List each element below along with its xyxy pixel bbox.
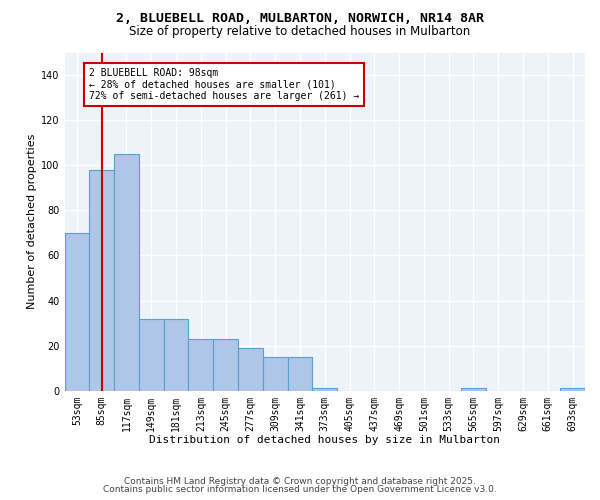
- Bar: [213, 339, 238, 390]
- Bar: [287, 357, 313, 390]
- Text: 2, BLUEBELL ROAD, MULBARTON, NORWICH, NR14 8AR: 2, BLUEBELL ROAD, MULBARTON, NORWICH, NR…: [116, 12, 484, 26]
- Bar: [164, 318, 188, 390]
- Text: 2 BLUEBELL ROAD: 98sqm
← 28% of detached houses are smaller (101)
72% of semi-de: 2 BLUEBELL ROAD: 98sqm ← 28% of detached…: [89, 68, 359, 102]
- Text: Size of property relative to detached houses in Mulbarton: Size of property relative to detached ho…: [130, 25, 470, 38]
- Text: Contains HM Land Registry data © Crown copyright and database right 2025.: Contains HM Land Registry data © Crown c…: [124, 477, 476, 486]
- X-axis label: Distribution of detached houses by size in Mulbarton: Distribution of detached houses by size …: [149, 435, 500, 445]
- Text: Contains public sector information licensed under the Open Government Licence v3: Contains public sector information licen…: [103, 485, 497, 494]
- Bar: [89, 170, 114, 390]
- Bar: [263, 357, 287, 390]
- Bar: [65, 233, 89, 390]
- Bar: [188, 339, 213, 390]
- Bar: [461, 388, 486, 390]
- Bar: [238, 348, 263, 391]
- Bar: [560, 388, 585, 390]
- Bar: [313, 388, 337, 390]
- Bar: [139, 318, 164, 390]
- Bar: [114, 154, 139, 390]
- Y-axis label: Number of detached properties: Number of detached properties: [27, 134, 37, 310]
